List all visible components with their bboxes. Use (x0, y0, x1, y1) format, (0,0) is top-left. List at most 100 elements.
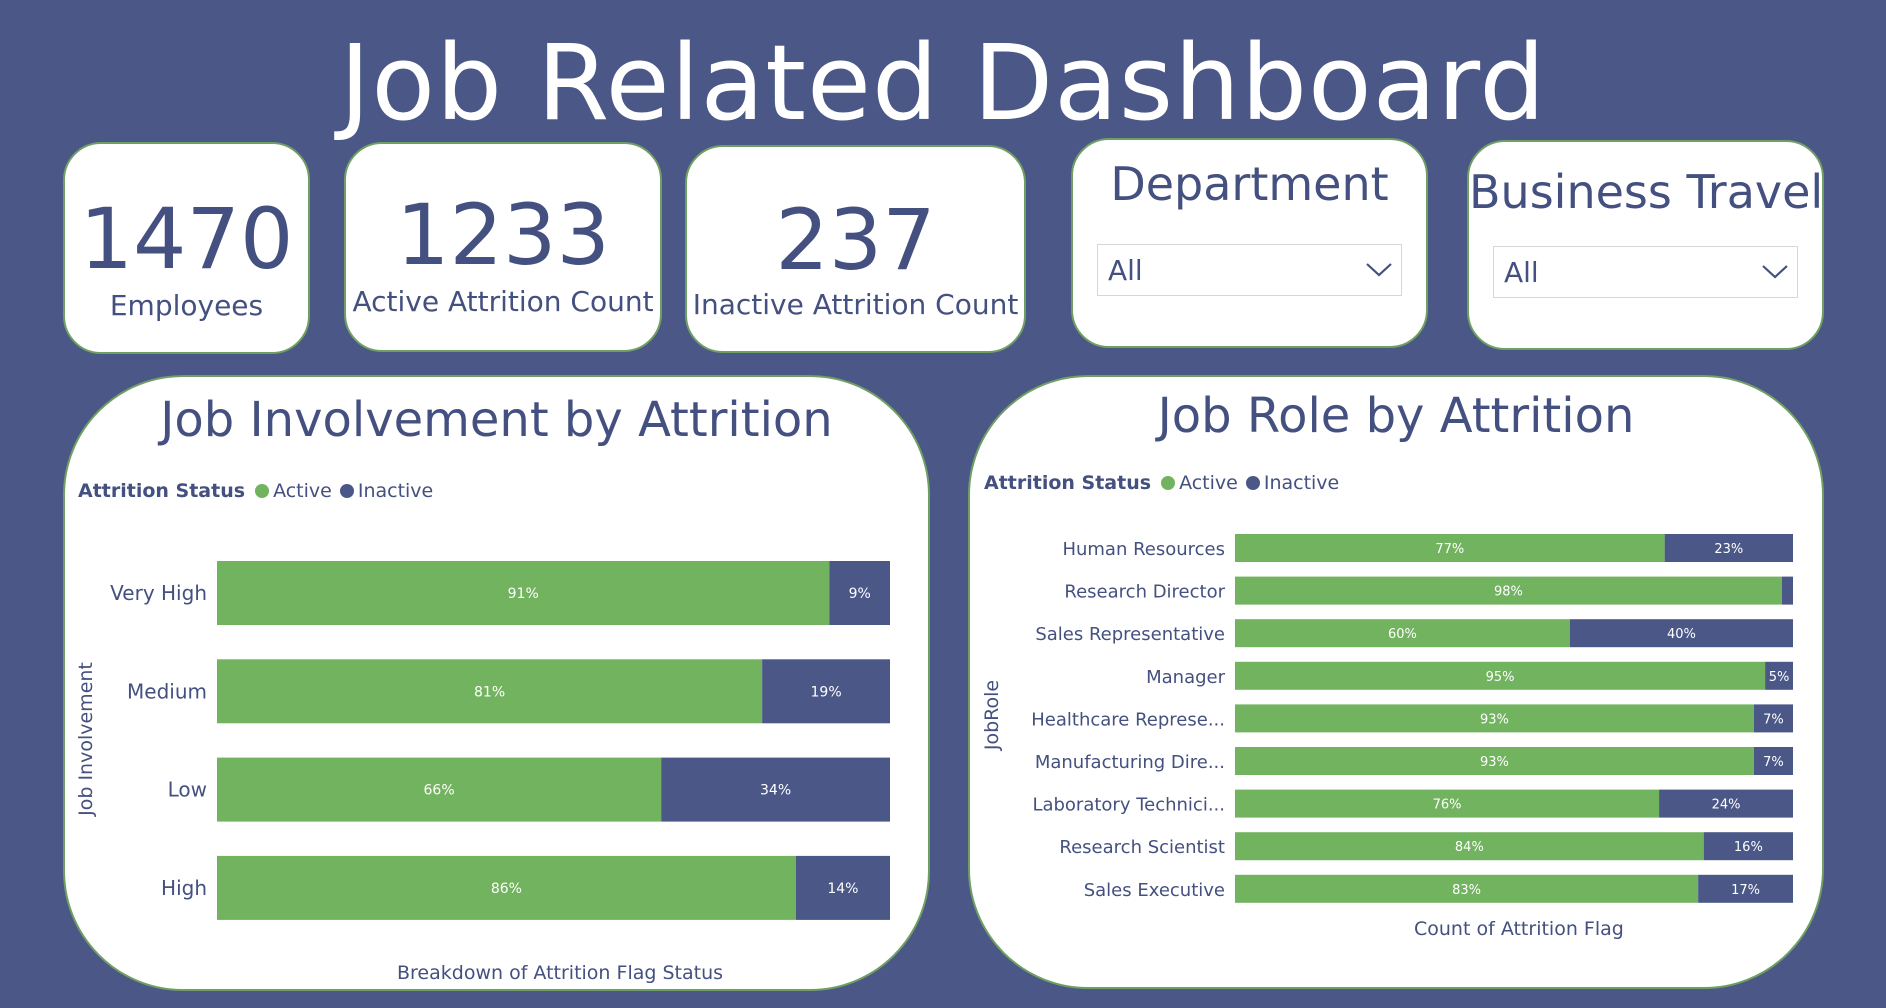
bar-inactive (1659, 789, 1793, 818)
job-involvement-bar-chart: Very High 91% 9% Medium 81% 19% Low 66% 34% High 8… (110, 561, 890, 920)
data-label: 91% (508, 586, 539, 602)
bar-inactive (829, 561, 890, 625)
legend-active-label: Active (273, 480, 332, 502)
legend-title: Attrition Status (984, 472, 1152, 494)
bar-inactive (762, 659, 890, 724)
bar-active (1235, 874, 1699, 903)
data-label: 14% (827, 881, 858, 897)
category-label: Medium (127, 679, 207, 703)
data-label: 66% (424, 783, 455, 799)
chart-title: Job Involvement by Attrition (160, 392, 833, 448)
department-dropdown[interactable]: All (1097, 244, 1402, 296)
data-label: 93% (1480, 712, 1509, 727)
data-label: 16% (1734, 840, 1763, 855)
data-label: 77% (1435, 542, 1464, 557)
slicer-title: Department (1110, 157, 1389, 211)
chevron-down-icon (1366, 263, 1392, 277)
category-label: Manufacturing Dire... (1035, 752, 1225, 773)
chart-legend: Attrition Status Active Inactive (78, 479, 441, 503)
data-label: 93% (1480, 755, 1509, 770)
category-label: Sales Representative (1035, 624, 1225, 645)
kpi-label: Employees (109, 289, 264, 322)
bar-active (1235, 747, 1754, 775)
job-involvement-chart-card: Job Involvement by Attrition Attrition S… (63, 375, 930, 991)
category-label: High (161, 876, 207, 900)
bar-inactive (1703, 832, 1793, 861)
data-label: 40% (1667, 627, 1696, 642)
dropdown-value: All (1108, 254, 1143, 287)
legend-inactive-label: Inactive (357, 480, 434, 502)
data-label: 7% (1763, 755, 1784, 770)
category-label: Manager (1146, 667, 1225, 688)
bar-inactive (1698, 874, 1793, 903)
kpi-value: 1470 (79, 190, 294, 288)
kpi-card-inactive-attrition: 237 Inactive Attrition Count (685, 145, 1026, 353)
kpi-card-active-attrition: 1233 Active Attrition Count (344, 142, 662, 352)
legend-inactive-dot (339, 484, 354, 498)
data-label: 24% (1712, 798, 1741, 813)
x-axis-title: Count of Attrition Flag (1414, 918, 1624, 940)
kpi-value: 237 (775, 191, 936, 289)
bar-active (217, 659, 763, 724)
data-label: 7% (1763, 712, 1784, 727)
bar-active (1235, 534, 1665, 562)
dropdown-value: All (1504, 256, 1539, 289)
business-travel-slicer: Business Travel All (1467, 140, 1824, 350)
bar-active (1235, 576, 1782, 605)
bar-active (217, 757, 662, 822)
kpi-label: Inactive Attrition Count (692, 288, 1019, 321)
data-label: 84% (1455, 840, 1484, 855)
category-label: Research Director (1064, 582, 1225, 603)
data-label: 76% (1433, 798, 1462, 813)
category-label: Laboratory Technici... (1032, 795, 1225, 816)
bar-active (217, 561, 830, 625)
legend-title: Attrition Status (78, 480, 246, 502)
bar-inactive (1664, 534, 1793, 562)
category-label: Very High (110, 581, 207, 605)
legend-active-dot (255, 484, 270, 498)
data-label: 34% (760, 783, 791, 799)
category-label: Low (168, 778, 207, 802)
x-axis-title: Breakdown of Attrition Flag Status (397, 962, 724, 984)
data-label: 60% (1388, 627, 1417, 642)
legend-inactive-dot (1245, 476, 1260, 490)
data-label: 19% (811, 684, 842, 700)
chart-title: Job Role by Attrition (1157, 388, 1635, 444)
category-label: Research Scientist (1059, 837, 1225, 858)
bar-inactive (661, 757, 890, 822)
chevron-down-icon (1762, 265, 1788, 279)
bar-active (1235, 661, 1766, 690)
bar-active (1235, 832, 1704, 861)
chart-legend: Attrition Status Active Inactive (984, 471, 1347, 495)
legend-active-label: Active (1179, 472, 1238, 494)
kpi-card-employees: 1470 Employees (63, 142, 310, 354)
bar-inactive (1753, 747, 1793, 775)
bar-inactive (1781, 576, 1793, 605)
bar-inactive (795, 855, 890, 920)
category-label: Human Resources (1062, 539, 1225, 560)
category-label: Healthcare Represe... (1031, 709, 1225, 730)
y-axis-title: Job Involvement (75, 662, 97, 816)
legend-inactive-label: Inactive (1263, 472, 1340, 494)
job-role-bar-chart: Human Resources 77% 23% Research Director 98… (1031, 534, 1793, 903)
data-label: 23% (1714, 542, 1743, 557)
kpi-value: 1233 (396, 186, 610, 284)
bar-inactive (1569, 619, 1793, 648)
legend-active-dot (1161, 476, 1176, 490)
bar-inactive (1753, 704, 1793, 733)
data-label: 9% (849, 586, 871, 602)
job-role-chart-card: Job Role by Attrition Attrition Status A… (968, 375, 1824, 989)
data-label: 81% (474, 684, 505, 700)
data-label: 17% (1731, 883, 1760, 898)
slicer-title: Business Travel (1469, 165, 1824, 219)
bar-active (1235, 704, 1754, 733)
category-label: Sales Executive (1084, 880, 1225, 901)
y-axis-title: JobRole (981, 679, 1003, 751)
data-label: 86% (491, 881, 522, 897)
data-label: 98% (1494, 585, 1523, 600)
bar-active (1235, 789, 1660, 818)
bar-active (217, 855, 796, 920)
business-travel-dropdown[interactable]: All (1493, 246, 1798, 298)
data-label: 83% (1452, 883, 1481, 898)
data-label: 95% (1486, 670, 1515, 685)
